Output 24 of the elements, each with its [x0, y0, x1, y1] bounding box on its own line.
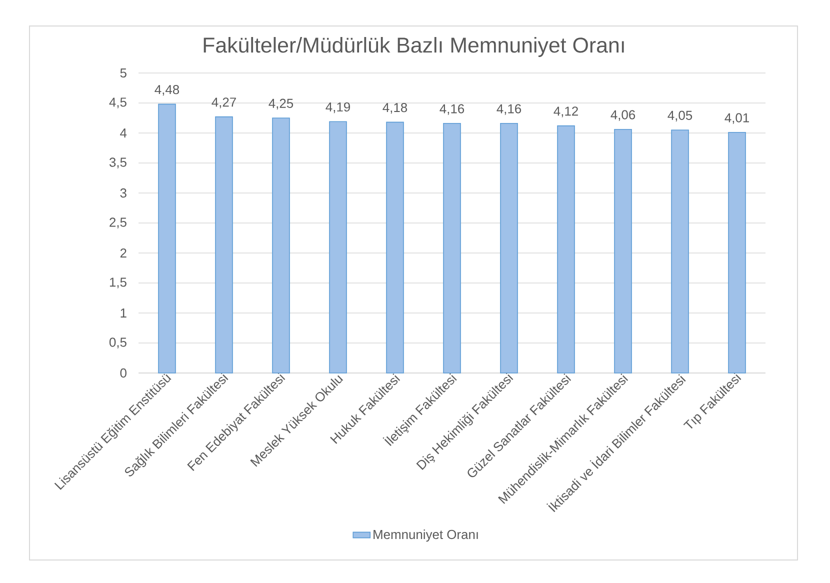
data-label: 4,25 — [268, 98, 294, 110]
y-tick-label: 0,5 — [109, 338, 126, 348]
data-label: 4,06 — [610, 110, 636, 121]
y-tick-label: 2 — [120, 248, 126, 258]
data-label: 4,19 — [326, 102, 350, 114]
data-label: 4,05 — [668, 110, 692, 122]
data-label: 4,18 — [382, 102, 408, 114]
data-label: 4,16 — [440, 104, 464, 115]
y-tick-label: 1,5 — [110, 278, 126, 288]
data-label: 4,12 — [554, 106, 578, 118]
data-label: 4,27 — [212, 98, 236, 108]
y-tick-label: 5 — [120, 68, 126, 78]
y-tick-label: 3,5 — [109, 158, 126, 168]
y-tick-label: 3 — [120, 188, 126, 198]
y-tick-label: 4,5 — [109, 98, 126, 108]
data-label: 4,01 — [724, 113, 749, 124]
y-tick-label: 4 — [120, 128, 127, 138]
y-tick-label: 1 — [120, 308, 126, 318]
y-tick-label: 0 — [120, 368, 126, 378]
data-label: 4,48 — [154, 84, 180, 96]
y-tick-label: 2,5 — [110, 218, 126, 228]
data-label: 4,16 — [496, 104, 522, 115]
chart-title: Fakülteler/Müdürlük Bazlı Memnuniyet Oranı — [204, 37, 624, 57]
legend-label: Memnuniyet Oranı — [374, 530, 478, 542]
